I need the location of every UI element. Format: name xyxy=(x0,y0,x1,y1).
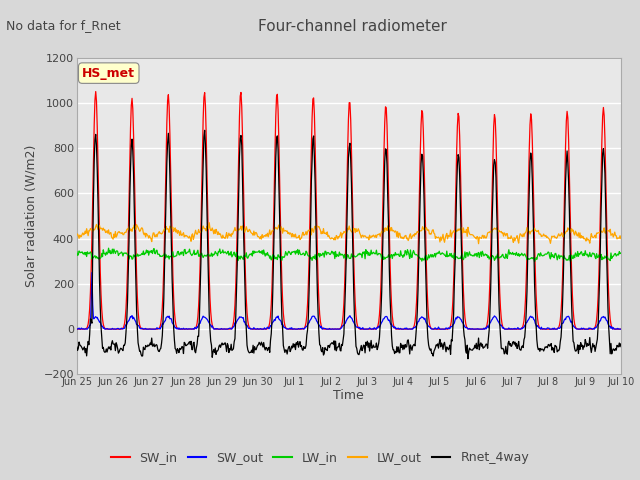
Text: Four-channel radiometer: Four-channel radiometer xyxy=(257,19,447,34)
Legend: SW_in, SW_out, LW_in, LW_out, Rnet_4way: SW_in, SW_out, LW_in, LW_out, Rnet_4way xyxy=(106,446,534,469)
X-axis label: Time: Time xyxy=(333,389,364,402)
Text: HS_met: HS_met xyxy=(82,67,135,80)
Y-axis label: Solar radiation (W/m2): Solar radiation (W/m2) xyxy=(25,145,38,287)
Text: No data for f_Rnet: No data for f_Rnet xyxy=(6,19,121,32)
